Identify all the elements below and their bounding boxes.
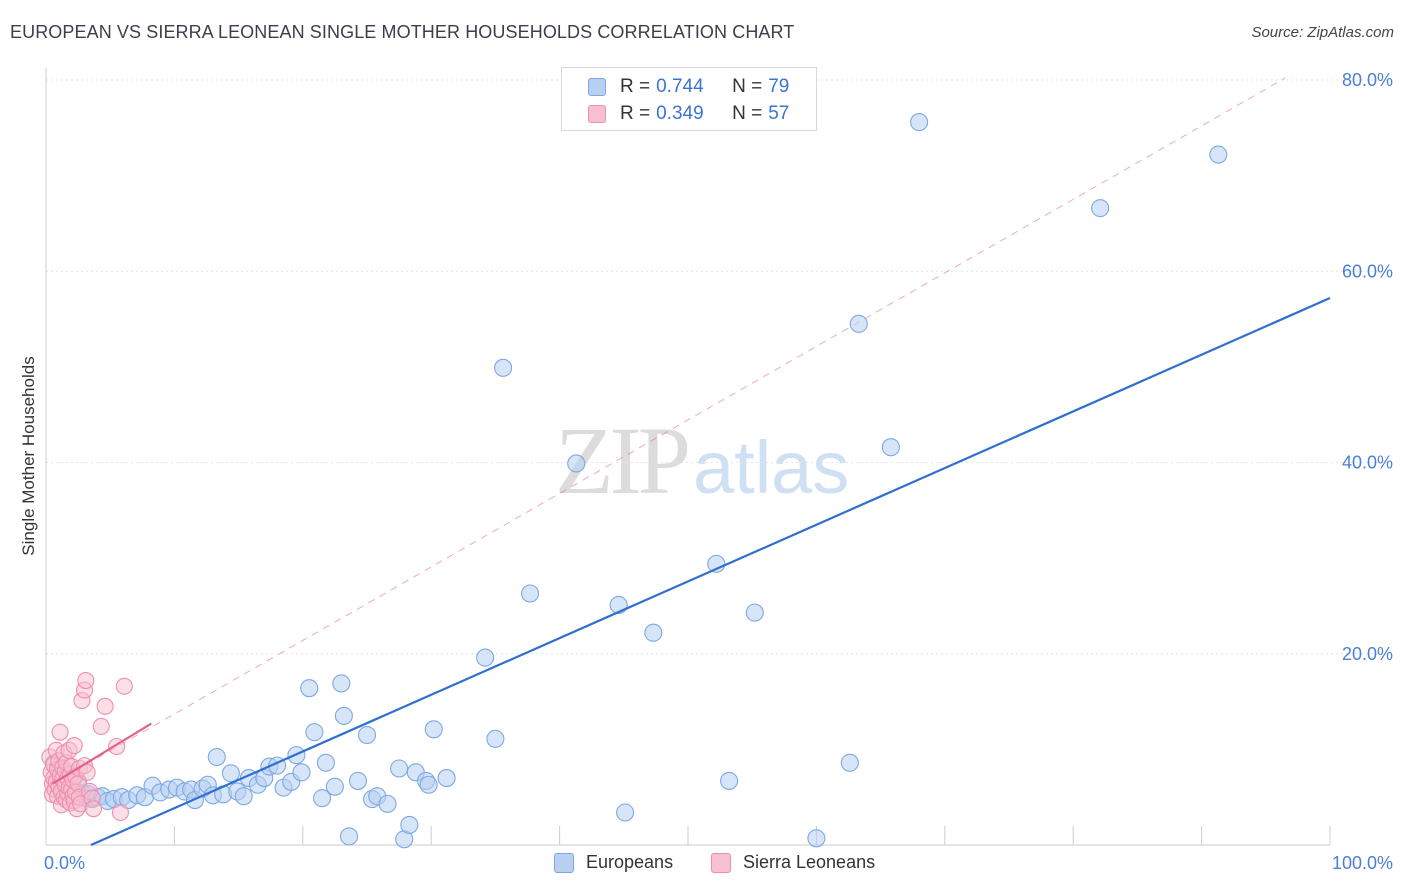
legend-r-value: 0.349 bbox=[656, 103, 704, 124]
sierra-trend-extended-group bbox=[52, 77, 1286, 785]
europeans-point bbox=[1091, 199, 1110, 218]
europeans-point bbox=[207, 747, 226, 767]
europeans-point bbox=[881, 438, 900, 457]
europeans-point bbox=[378, 794, 397, 813]
europeans-point bbox=[910, 113, 929, 132]
bottom-legend-swatch-europeans bbox=[554, 852, 574, 873]
legend-r-label: R = bbox=[620, 103, 651, 124]
sierra-leoneans-point bbox=[77, 671, 95, 690]
x-tick-label-max: 100.0% bbox=[1332, 853, 1393, 873]
europeans-trend-line bbox=[90, 297, 1331, 847]
europeans-point bbox=[339, 827, 359, 846]
legend-n-label: N = bbox=[732, 103, 763, 124]
europeans-point bbox=[221, 764, 240, 783]
europeans-point bbox=[390, 759, 409, 778]
sierra-trend-extended bbox=[52, 77, 1286, 785]
europeans-point bbox=[292, 763, 311, 782]
legend-n-label: N = bbox=[732, 76, 763, 97]
europeans-point bbox=[419, 775, 438, 794]
y-axis-title: Single Mother Households bbox=[19, 356, 38, 556]
sierra-leoneans-point bbox=[78, 763, 96, 781]
europeans-point bbox=[644, 623, 663, 642]
europeans-point bbox=[476, 648, 495, 667]
europeans-point bbox=[616, 803, 635, 822]
bottom-legend-label-sierra-leoneans: Sierra Leoneans bbox=[743, 852, 876, 872]
axes bbox=[45, 68, 1331, 846]
tick-labels: 20.0% 40.0% 60.0% 80.0% 0.0% 100.0% bbox=[44, 70, 1393, 873]
europeans-point bbox=[567, 454, 586, 473]
europeans-point bbox=[300, 679, 319, 698]
europeans-point bbox=[325, 777, 344, 796]
legend-swatch-europeans bbox=[588, 78, 606, 96]
bottom-legend-europeans: Europeans bbox=[554, 852, 673, 873]
x-tick-label-min: 0.0% bbox=[44, 853, 85, 873]
sierra-leoneans-point bbox=[65, 736, 83, 755]
sierra-leoneans-point bbox=[96, 697, 114, 715]
legend-n-value: 79 bbox=[768, 76, 790, 97]
sierra-leoneans-points bbox=[41, 671, 133, 822]
trend-lines bbox=[51, 297, 1331, 847]
europeans-points bbox=[44, 113, 1228, 849]
y-tick-label: 80.0% bbox=[1342, 70, 1393, 90]
europeans-point bbox=[332, 674, 351, 693]
europeans-point bbox=[305, 723, 324, 742]
legend-swatch-sierra-leoneans bbox=[588, 105, 606, 123]
legend-r-value: 0.744 bbox=[656, 76, 704, 97]
europeans-point bbox=[400, 815, 419, 834]
sierra-leoneans-point bbox=[84, 800, 103, 818]
correlation-legend: R = 0.744 N = 79 R = 0.349 N = 57 bbox=[561, 67, 817, 131]
sierra-leoneans-point bbox=[51, 723, 69, 741]
europeans-point bbox=[437, 769, 456, 788]
sierra-leoneans-point bbox=[111, 803, 130, 822]
chart-title: EUROPEAN VS SIERRA LEONEAN SINGLE MOTHER… bbox=[10, 22, 795, 42]
bottom-legend-swatch-sierra-leoneans bbox=[711, 852, 731, 873]
europeans-point bbox=[486, 729, 505, 748]
watermark-atlas: atlas bbox=[693, 426, 850, 509]
europeans-point bbox=[521, 584, 540, 603]
source-credit: Source: ZipAtlas.com bbox=[1251, 24, 1394, 41]
europeans-point bbox=[334, 706, 353, 725]
y-tick-label: 60.0% bbox=[1342, 261, 1393, 281]
legend-r-label: R = bbox=[620, 76, 651, 97]
legend-n-value: 57 bbox=[768, 103, 790, 124]
bottom-legend-sierra-leoneans: Sierra Leoneans bbox=[711, 852, 875, 873]
bottom-legend-label-europeans: Europeans bbox=[586, 852, 674, 872]
europeans-point bbox=[745, 603, 764, 622]
sierra-trend-line bbox=[51, 722, 152, 785]
y-tick-label: 20.0% bbox=[1342, 644, 1393, 664]
europeans-point bbox=[840, 753, 859, 772]
sierra-leoneans-point bbox=[115, 677, 133, 695]
europeans-point bbox=[348, 771, 368, 790]
europeans-point bbox=[424, 720, 443, 739]
europeans-point bbox=[316, 753, 335, 772]
sierra-leoneans-point bbox=[92, 717, 110, 735]
europeans-point bbox=[849, 314, 868, 333]
legend-row-europeans: R = 0.744 N = 79 bbox=[588, 75, 789, 99]
europeans-point bbox=[494, 358, 513, 377]
europeans-point bbox=[807, 829, 826, 848]
grid-lines bbox=[46, 79, 1392, 655]
europeans-point bbox=[1209, 145, 1228, 164]
europeans-point bbox=[313, 789, 332, 808]
europeans-point bbox=[357, 725, 377, 745]
europeans-point bbox=[234, 787, 253, 806]
europeans-point bbox=[720, 771, 739, 790]
legend-row-sierra-leoneans: R = 0.349 N = 57 bbox=[588, 102, 789, 126]
y-tick-label: 40.0% bbox=[1342, 453, 1393, 473]
